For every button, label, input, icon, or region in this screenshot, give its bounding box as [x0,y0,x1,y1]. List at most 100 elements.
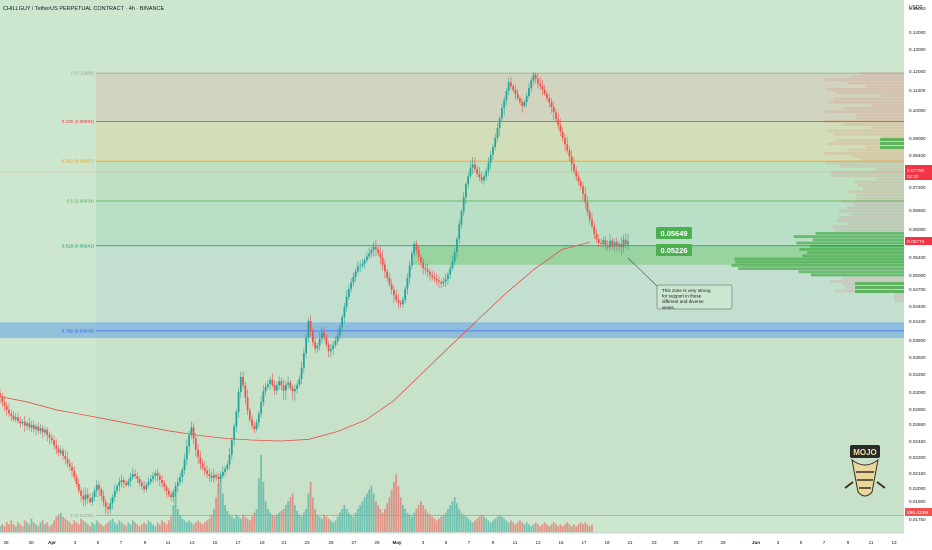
candle-body [374,246,377,250]
candle-body [289,382,292,388]
candle-body [122,480,125,483]
candle-body [606,244,609,248]
volume-bar [201,524,204,532]
candle-body [604,240,607,245]
candle-body [595,233,598,240]
volume-bar [109,520,112,532]
volume-bar [152,524,154,532]
candle-body [161,480,163,483]
volume-bar [66,520,69,532]
candle-body [417,249,420,257]
volume-bar [338,512,341,532]
volume-bar [237,516,240,532]
candle-body [352,276,355,283]
candle-body [489,155,492,163]
volume-bar [584,522,587,532]
volume-bar [91,522,94,532]
volume-bar [415,508,418,532]
candle-body [293,389,296,392]
candle-body [62,450,64,456]
candle-body [624,239,627,245]
volume-bar [381,512,384,532]
volume-bar [350,514,353,532]
volume-bar [140,524,143,532]
candle-body [611,240,614,247]
candle-body [152,476,154,479]
volume-bar [122,524,125,532]
volume-bar [451,501,454,532]
volume-bar [226,510,229,532]
candle-body [433,277,436,279]
candle-body [100,489,103,496]
candle-body [471,164,474,168]
candle-body [239,376,242,392]
candle-body [429,271,431,275]
volume-bar [420,501,422,532]
candle-body [309,321,312,332]
time-tick-label: Apr [48,540,56,545]
volume-bar [44,524,46,532]
volume-profile-bar [796,241,904,245]
candle-body [21,421,24,424]
volume-bar [296,510,299,532]
volume-bar [379,508,382,532]
price-tick-label: 0.02650 [909,422,926,427]
price-tick-label: 0.12000 [909,69,926,74]
volume-bar [309,481,312,532]
price-axis[interactable] [904,0,932,550]
time-tick-label: 13 [891,540,897,545]
candle-body [406,277,409,289]
candle-body [84,494,87,500]
volume-bar [363,497,366,532]
volume-profile-bar [847,190,904,194]
candle-body [411,253,413,266]
time-tick-label: 23 [304,540,310,545]
candle-body [129,477,132,481]
volume-bar [411,516,413,532]
volume-bar [257,478,260,532]
candle-body [237,392,240,412]
volume-profile-bar [815,232,904,235]
time-axis[interactable] [0,533,904,550]
volume-bar [566,522,569,532]
candle-body [501,108,503,119]
volume-profile-bar [738,267,904,270]
candle-body [165,487,168,491]
candle-body [120,480,123,482]
candle-body [525,96,528,102]
volume-bar [496,516,499,532]
candle-body [230,440,233,455]
time-tick-label: 5 [800,540,803,545]
volume-bar [582,524,584,532]
volume-bar [206,520,208,532]
volume-bar [503,518,506,532]
volume-bar [179,514,181,532]
volume-bar [343,505,346,532]
candle-body [559,125,562,132]
candle-body [296,384,299,390]
volume-bar [534,522,537,532]
volume-profile-bar [828,129,904,133]
volume-bar [93,524,96,532]
volume-bar [494,518,497,532]
volume-bar [183,520,186,532]
volume-profile-bar [847,81,904,85]
candle-body [269,379,272,385]
volume-bar [118,520,121,532]
candle-body [221,471,224,476]
candle-body [377,249,380,254]
volume-bar [361,501,364,532]
candle-body [55,445,58,449]
candle-body [532,74,535,81]
annotation-pointer [627,257,658,287]
candle-body [584,193,587,203]
volume-bar [82,520,85,532]
fib-level-label: 0.786 (0.03943) [62,328,95,333]
volume-bar [89,526,91,532]
candle-body [404,289,407,300]
candle-body [474,164,476,170]
volume-bar [548,526,551,532]
volume-bar [422,505,425,532]
candle-body [14,417,17,420]
